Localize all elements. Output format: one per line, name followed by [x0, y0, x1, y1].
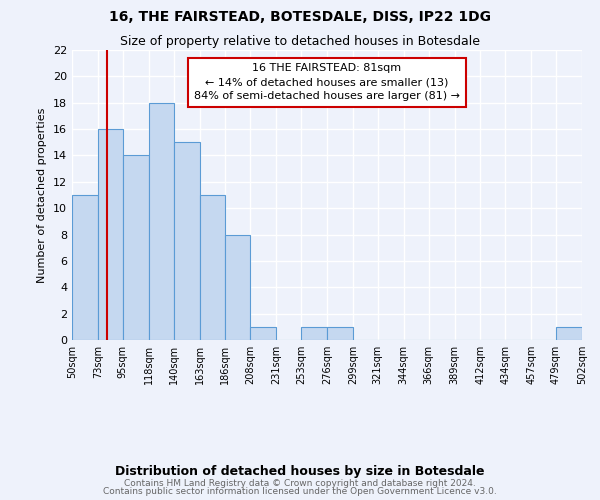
Y-axis label: Number of detached properties: Number of detached properties — [37, 108, 47, 282]
Bar — [556, 327, 582, 340]
Bar — [72, 195, 98, 340]
Text: Contains HM Land Registry data © Crown copyright and database right 2024.: Contains HM Land Registry data © Crown c… — [124, 478, 476, 488]
Bar — [301, 327, 327, 340]
Bar — [226, 234, 250, 340]
Bar — [250, 327, 276, 340]
Bar — [173, 142, 199, 340]
Bar — [327, 327, 353, 340]
Bar — [123, 156, 149, 340]
Text: 16, THE FAIRSTEAD, BOTESDALE, DISS, IP22 1DG: 16, THE FAIRSTEAD, BOTESDALE, DISS, IP22… — [109, 10, 491, 24]
Bar — [98, 129, 123, 340]
Text: Distribution of detached houses by size in Botesdale: Distribution of detached houses by size … — [115, 465, 485, 478]
Text: 16 THE FAIRSTEAD: 81sqm
← 14% of detached houses are smaller (13)
84% of semi-de: 16 THE FAIRSTEAD: 81sqm ← 14% of detache… — [194, 63, 460, 101]
Text: Contains public sector information licensed under the Open Government Licence v3: Contains public sector information licen… — [103, 487, 497, 496]
Bar — [149, 102, 173, 340]
Text: Size of property relative to detached houses in Botesdale: Size of property relative to detached ho… — [120, 35, 480, 48]
Bar — [199, 195, 226, 340]
